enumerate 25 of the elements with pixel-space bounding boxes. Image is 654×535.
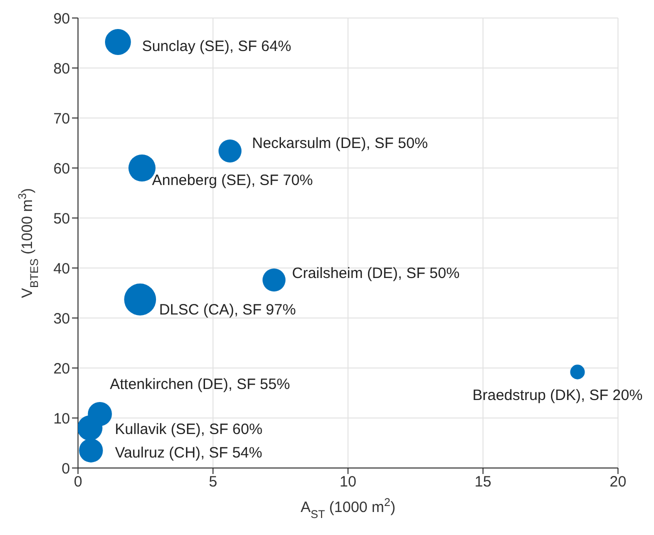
x-tick-label: 0 bbox=[74, 474, 82, 491]
annotation: Crailsheim (DE), SF 50% bbox=[292, 265, 460, 282]
x-tick-label: 10 bbox=[340, 474, 356, 491]
y-tick-label: 40 bbox=[53, 260, 70, 278]
annotation: Anneberg (SE), SF 70% bbox=[152, 172, 313, 189]
y-tick-label: 0 bbox=[62, 460, 70, 478]
annotation: Vaulruz (CH), SF 54% bbox=[114, 444, 262, 462]
y-tick-label: 30 bbox=[53, 310, 70, 328]
annotation: Braedstrup (DK), SF 20% bbox=[472, 387, 643, 404]
y-tick-label: 70 bbox=[53, 110, 70, 128]
x-tick-label: 15 bbox=[474, 474, 492, 491]
annotation: Sunclay (SE), SF 64% bbox=[142, 38, 292, 55]
y-tick-label: 80 bbox=[53, 60, 70, 78]
y-tick-label: 20 bbox=[53, 360, 70, 378]
y-tick-label: 10 bbox=[53, 410, 70, 428]
x-tick-label: 5 bbox=[208, 474, 218, 491]
y-tick-label: 60 bbox=[53, 160, 70, 178]
annotation: DLSC (CA), SF 97% bbox=[159, 302, 296, 318]
annotation: Neckarsulm (DE), SF 50% bbox=[252, 135, 428, 152]
x-tick-label: 20 bbox=[610, 474, 626, 491]
annotation: Attenkirchen (DE), SF 55% bbox=[110, 376, 290, 393]
annotation: Kullavik (SE), SF 60% bbox=[114, 421, 262, 438]
x-axis-title: A$_{ST}$ (1000 m$^{2}$) bbox=[300, 497, 396, 521]
y-tick-label: 50 bbox=[53, 210, 70, 228]
y-tick-label: 90 bbox=[53, 10, 70, 28]
